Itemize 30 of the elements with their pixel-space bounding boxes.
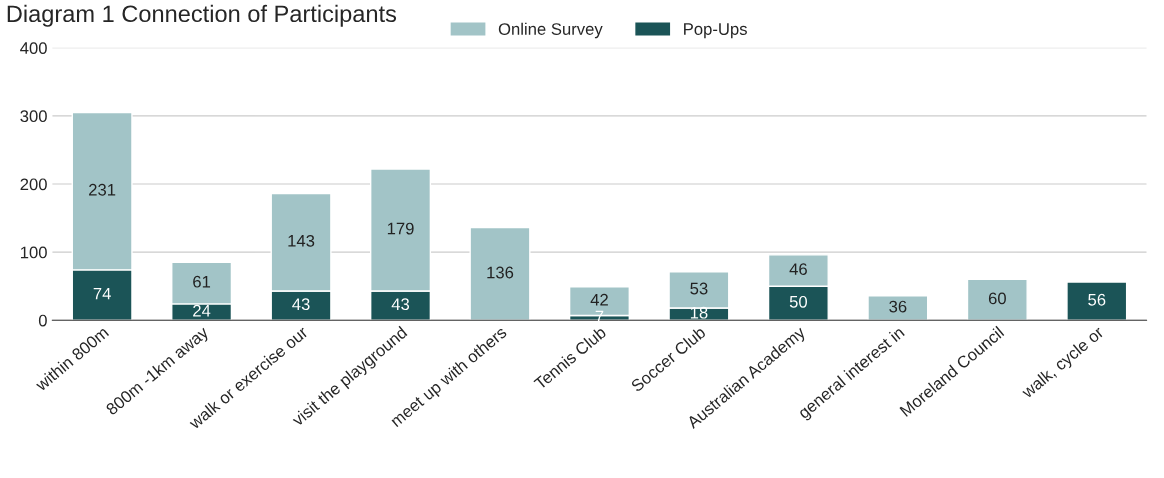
data-label: 56 — [1088, 293, 1106, 306]
data-label: 136 — [487, 266, 514, 279]
bar — [966, 278, 1028, 321]
y-tick-label: 200 — [20, 178, 47, 191]
bar — [1066, 281, 1128, 321]
data-label: 61 — [193, 275, 211, 288]
data-label: 42 — [590, 293, 608, 306]
data-label: 60 — [988, 292, 1006, 305]
x-tick-label: walk, cycle or — [1020, 325, 1107, 402]
data-label: 43 — [391, 298, 410, 311]
y-tick-label: 300 — [20, 110, 47, 123]
data-label: 43 — [292, 298, 310, 311]
data-label: 36 — [889, 300, 907, 313]
data-label: 53 — [690, 282, 708, 295]
data-label: 50 — [789, 295, 808, 308]
chart-title: Diagram 1 Connection of Participants — [7, 4, 397, 27]
data-label: 231 — [89, 183, 116, 196]
data-label: 179 — [387, 222, 414, 235]
data-label: 18 — [690, 306, 708, 319]
data-label: 24 — [193, 304, 211, 317]
bar — [867, 295, 929, 321]
data-label: 46 — [789, 263, 807, 276]
legend-label: Online Survey — [498, 22, 603, 39]
data-label: 143 — [288, 234, 315, 247]
bar — [469, 226, 531, 321]
y-tick-label: 400 — [20, 42, 47, 54]
y-tick-label: 0 — [38, 314, 47, 327]
legend-label: Pop-Ups — [684, 23, 747, 39]
y-tick-label: 100 — [20, 246, 47, 259]
data-label: 74 — [93, 287, 111, 300]
